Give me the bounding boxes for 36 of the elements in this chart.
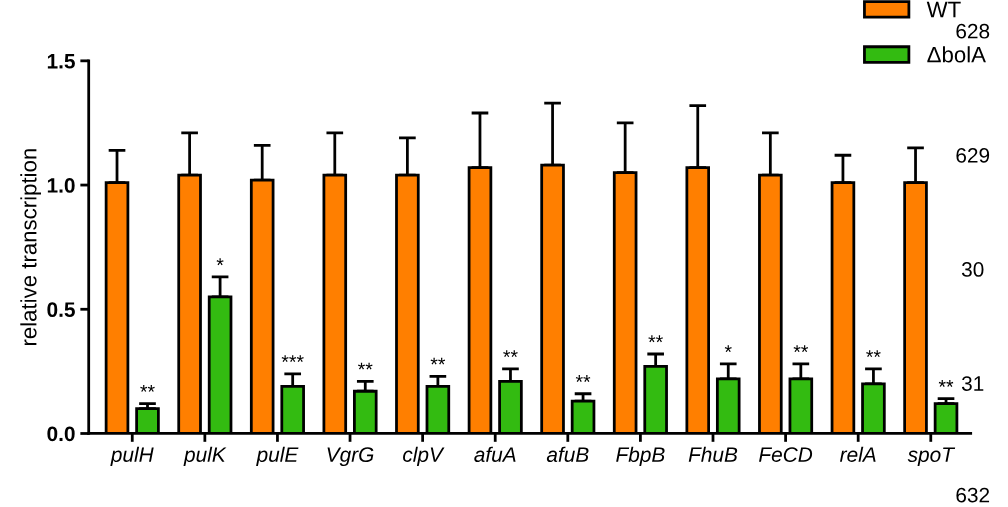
x-tick-label: FbpB [616, 446, 665, 467]
annotation: ** [430, 357, 446, 365]
text: 632 [956, 487, 990, 503]
legend-label: ΔbolA [927, 46, 986, 63]
x-tick-label: clpV [403, 446, 445, 467]
x-tick-label: VgrG [327, 447, 374, 467]
x-tick-label: spoT [907, 447, 956, 467]
annotation: ** [140, 385, 155, 392]
annotation: ** [938, 380, 954, 387]
annotation: ** [575, 375, 591, 382]
annotation: * [216, 258, 224, 266]
x-tick-label: pulK [183, 446, 227, 467]
annotation: ** [358, 362, 373, 370]
annotation: ** [648, 335, 663, 343]
y-tick-label: 1.0 [47, 178, 75, 193]
annotation: 31 [961, 376, 984, 391]
x-tick-label: pulH [110, 446, 154, 467]
x-tick-label: FeCD [759, 447, 813, 462]
annotation: *** [281, 355, 304, 363]
annotation: 629 [956, 148, 990, 163]
annotation: ** [793, 345, 809, 353]
y-tick-label: 0.5 [47, 302, 75, 318]
annotation: * [724, 345, 732, 353]
annotation: ** [503, 350, 518, 358]
legend-label: WT [926, 1, 961, 18]
y-tick-label: 0.0 [47, 426, 75, 442]
x-tick-label: relA [840, 446, 876, 462]
x-tick-label: afuA [474, 446, 516, 462]
y-tick-label: 1.5 [47, 54, 75, 69]
x-tick-label: afuB [546, 446, 589, 462]
x-tick-label: FhuB [688, 446, 738, 462]
annotation: 30 [961, 262, 984, 277]
text: 628 [956, 23, 990, 39]
x-tick-label: pulE [256, 446, 299, 467]
y-axis-title: relative transcription [20, 149, 41, 346]
annotation: ** [866, 350, 881, 358]
